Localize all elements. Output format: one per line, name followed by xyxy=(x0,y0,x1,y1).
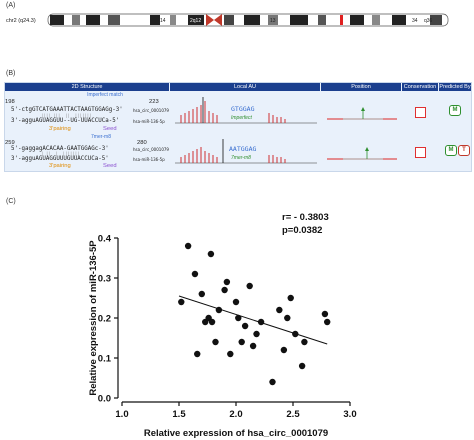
data-point xyxy=(178,298,185,306)
header-position: Position xyxy=(321,83,401,91)
local-au-plot: AATGGAG 7mer-m8 xyxy=(175,139,317,164)
pairing-label: 3'pairing xyxy=(49,126,71,132)
data-point xyxy=(253,330,260,338)
mirna-tag: hsa-miR-136-5p xyxy=(133,157,165,162)
data-point xyxy=(198,290,205,298)
mirna-sequence: 3'-agguAGUAGGUUUGUUACCUCa-5' xyxy=(11,156,109,162)
seed-label: Seed xyxy=(103,126,117,132)
mirna-sequence: 3'-agguAGUAGGUU--UG-UUACCUCa-5' xyxy=(11,118,120,124)
chromosome-label: chr2 (q24.3) xyxy=(6,18,36,24)
band-label-2: 14 xyxy=(160,18,166,24)
data-point xyxy=(269,378,276,386)
band-label-5: 34 xyxy=(412,18,418,24)
x-tick-label: 3.0 xyxy=(343,409,356,420)
seed-label: Seed xyxy=(103,163,117,169)
band-label-4: 13 xyxy=(270,18,276,24)
predictor-badge: M xyxy=(449,105,461,116)
data-point xyxy=(287,294,294,302)
mirna-binding-table: 2D Structure Local AU Position Conservat… xyxy=(4,82,472,172)
data-point xyxy=(238,338,245,346)
y-tick-label: 0.3 xyxy=(98,274,111,285)
data-point xyxy=(207,250,215,258)
base-pair-lines: |||| ||| || ||||||| xyxy=(41,113,92,118)
header-conservation: Conservation xyxy=(402,83,438,91)
data-point xyxy=(249,342,257,350)
x-tick-label: 1.0 xyxy=(115,409,128,420)
data-point xyxy=(223,278,231,286)
data-point xyxy=(208,318,216,326)
predictor-badge: M xyxy=(445,145,457,156)
band-label-3: 2q12 xyxy=(190,18,201,24)
position-track xyxy=(327,107,397,120)
site-end: 223 xyxy=(149,99,159,105)
y-tick-label: 0.4 xyxy=(98,234,112,245)
data-point xyxy=(280,346,288,354)
x-axis: 1.0 1.5 2.0 2.5 3.0 xyxy=(115,401,357,420)
data-point xyxy=(276,306,283,314)
site-start: 198 xyxy=(5,99,15,105)
site-end: 280 xyxy=(137,140,147,146)
header-predicted-by: Predicted By xyxy=(439,83,471,91)
conservation-box xyxy=(415,147,426,158)
y-tick-label: 0.1 xyxy=(98,354,112,365)
data-point xyxy=(324,318,331,326)
chromosome-ideogram: chr2 (q24.3) 21 14 2q12 13 34 q36 xyxy=(6,13,449,27)
local-au-plot: GTGGAG Imperfect xyxy=(175,97,317,124)
au-seed-text: AATGGAG xyxy=(229,145,256,153)
predictor-badge: T xyxy=(458,145,470,156)
r-value: r= - 0.3803 xyxy=(282,212,329,223)
data-point xyxy=(194,350,201,358)
data-point xyxy=(221,286,228,294)
header-local-au: Local AU xyxy=(170,83,320,91)
scatter-plot: 0.0 0.1 0.2 0.3 0.4 1.0 1.5 2.0 2.5 3.0 r= - 0.3… xyxy=(88,212,357,439)
band-label-6: q36 xyxy=(424,18,433,24)
data-point xyxy=(184,242,192,250)
panel-a-label: (A) xyxy=(6,2,16,9)
match-type: Imperfect match xyxy=(87,92,123,98)
data-point xyxy=(284,314,291,322)
data-point xyxy=(246,282,253,290)
y-axis: 0.0 0.1 0.2 0.3 0.4 xyxy=(98,234,119,405)
y-axis-label: Relative expression of miR-136-5P xyxy=(88,240,99,396)
conservation-box xyxy=(415,107,426,118)
x-axis-label: Relative expression of hsa_circ_0001079 xyxy=(144,428,328,439)
data-point xyxy=(191,270,199,278)
match-type: 7mer-m8 xyxy=(91,134,112,140)
regression-line xyxy=(178,295,328,345)
au-caption: 7mer-m8 xyxy=(231,155,251,161)
base-pair-lines: | || | ||||||| xyxy=(41,151,80,156)
target-sequence: 5'-gaggagACACAA-GAATGGAGc-3' xyxy=(11,146,109,152)
target-tag: hsa_circ_0001079 xyxy=(133,108,169,113)
data-point xyxy=(298,362,306,370)
x-tick-label: 2.5 xyxy=(286,409,300,420)
au-caption: Imperfect xyxy=(231,115,252,121)
header-2d-structure: 2D Structure xyxy=(5,83,169,91)
data-point xyxy=(232,298,240,306)
target-tag: hsa_circ_0001079 xyxy=(133,147,169,152)
y-tick-label: 0.2 xyxy=(98,314,111,325)
p-value: p=0.0382 xyxy=(282,225,322,236)
data-point xyxy=(227,350,234,358)
au-seed-text: GTGGAG xyxy=(231,105,255,113)
data-point xyxy=(212,338,219,346)
panel-b-label: (B) xyxy=(6,70,16,77)
target-sequence: 5'-ctgGTCATGAAATTACTAAGTGGAGg-3' xyxy=(11,107,123,113)
x-tick-label: 2.0 xyxy=(229,409,242,420)
site-start: 259 xyxy=(5,140,15,146)
y-tick-label: 0.0 xyxy=(98,394,111,405)
data-point xyxy=(321,310,329,318)
band-label-1: 21 xyxy=(124,18,130,24)
mirna-tag: hsa-miR-136-5p xyxy=(133,119,165,124)
panel-c-label: (C) xyxy=(6,198,16,205)
data-points xyxy=(178,242,331,386)
chromosome-bands xyxy=(50,14,442,26)
position-track xyxy=(327,147,397,160)
data-point xyxy=(235,314,242,322)
pairing-label: 3'pairing xyxy=(49,163,71,169)
data-point xyxy=(241,322,249,330)
data-point xyxy=(301,338,308,346)
x-tick-label: 1.5 xyxy=(172,409,186,420)
